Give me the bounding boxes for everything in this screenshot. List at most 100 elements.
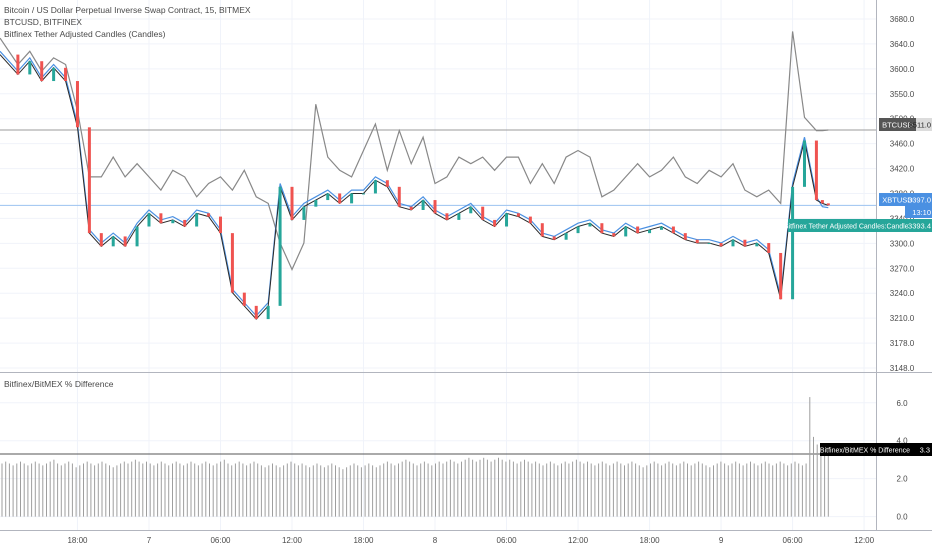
candle-body: [820, 200, 824, 204]
price-tick-label: 3340.0: [890, 214, 915, 223]
candle-body: [779, 252, 783, 300]
time-tick-label: 9: [719, 536, 724, 545]
candle-body: [302, 206, 306, 220]
candle-body: [123, 236, 127, 247]
difference-tag-label: Bitfinex/BitMEX % Difference: [820, 448, 910, 455]
candle-body: [171, 219, 175, 224]
time-tick-label: 18:00: [353, 536, 374, 545]
candle-body: [290, 186, 294, 220]
candle-body: [755, 243, 759, 247]
main-title: Bitcoin / US Dollar Perpetual Inverse Sw…: [4, 5, 251, 15]
candle-body: [87, 127, 91, 234]
lower-price-axis[interactable]: 6.0 4.0 2.0 0.0: [896, 399, 908, 522]
xbtusd-tag-label: XBTUSD: [882, 196, 913, 205]
candle-body: [314, 200, 318, 207]
candle-body: [409, 206, 413, 210]
price-tick-label: 3420.0: [890, 165, 915, 174]
candle-body: [767, 243, 771, 253]
candle-body: [552, 236, 556, 240]
adjusted-candles-price-tag: Bitfinex Tether Adjusted Candles:Candles…: [784, 219, 932, 232]
grid-layer: [0, 0, 876, 530]
bar-timer-box: [905, 206, 932, 218]
btcusd-price-tag: BTCUSD 3511.0: [879, 118, 932, 131]
candle-body: [814, 140, 818, 201]
time-tick-label: 18:00: [67, 536, 88, 545]
time-tick-label: 12:00: [282, 536, 303, 545]
overlay-symbol-title: BTCUSD, BITFINEX: [4, 17, 82, 27]
candle-body: [207, 213, 211, 217]
candle-body: [528, 216, 532, 224]
candle-body: [373, 180, 377, 194]
difference-price-tag: Bitfinex/BitMEX % Difference 3.3: [820, 443, 932, 456]
candle-body: [588, 223, 592, 227]
candle-body: [75, 81, 79, 128]
candle-body: [636, 226, 640, 234]
candle-body: [481, 206, 485, 220]
price-tick-label: 3460.0: [890, 140, 915, 149]
lower-tick-label: 2.0: [896, 475, 908, 484]
price-tick-label: 3300.0: [890, 239, 915, 248]
candle-body: [433, 200, 437, 214]
candle-body: [326, 193, 330, 201]
candle-body: [445, 213, 449, 220]
xbtusd-tag-label-box: [879, 193, 916, 206]
price-tick-label: 3178.0: [890, 339, 915, 348]
candle-body: [230, 233, 234, 293]
lower-tick-label: 0.0: [896, 513, 908, 522]
candle-body: [612, 233, 616, 237]
candle-body: [719, 243, 723, 247]
difference-tag-value: 3.3: [920, 446, 930, 455]
lower-pane-title: Bitfinex/BitMEX % Difference: [4, 379, 114, 389]
candle-body: [600, 223, 604, 234]
candle-body: [385, 180, 389, 187]
time-tick-label: 8: [433, 536, 438, 545]
time-axis[interactable]: 18:00 7 06:00 12:00 18:00 8 06:00 12:00 18:00 9 06…: [67, 536, 874, 545]
candle-body: [195, 213, 199, 227]
candle-body: [564, 233, 568, 240]
candle-body: [695, 239, 699, 244]
xbtusd-tag-value-box: [916, 193, 932, 206]
candle-body: [624, 226, 628, 237]
candle-body: [350, 193, 354, 204]
candle-body: [802, 140, 806, 187]
adjusted-tag-label: Bitfinex Tether Adjusted Candles:Candles: [784, 224, 913, 231]
candle-body: [826, 203, 830, 206]
candle-body: [683, 233, 687, 240]
candle-body: [362, 193, 366, 195]
difference-tag-label-box: [820, 443, 910, 456]
candle-body: [421, 200, 425, 210]
candle-body: [254, 305, 258, 320]
candle-body: [338, 193, 342, 204]
time-tick-label: 12:00: [854, 536, 875, 545]
candle-body: [469, 206, 473, 214]
lower-tick-label: 6.0: [896, 399, 908, 408]
time-tick-label: 06:00: [783, 536, 804, 545]
candle-body: [16, 54, 20, 75]
candle-body: [397, 186, 401, 207]
indicator-title: Bitfinex Tether Adjusted Candles (Candle…: [4, 29, 166, 39]
candle-body: [671, 226, 675, 234]
candle-body: [40, 61, 44, 82]
time-tick-label: 18:00: [640, 536, 661, 545]
candle-body: [183, 219, 187, 227]
price-tick-label: 3240.0: [890, 289, 915, 298]
candle-body: [516, 213, 520, 217]
candle-body: [493, 219, 497, 227]
candle-body: [731, 239, 735, 247]
difference-tag-value-box: [910, 443, 932, 456]
candle-body: [576, 226, 580, 234]
candle-body: [111, 236, 115, 247]
price-tick-label: 3270.0: [890, 264, 915, 273]
candle-body: [659, 226, 663, 230]
price-tick-label: 3640.0: [890, 40, 915, 49]
histogram-layer: [1, 397, 829, 517]
btcusd-tag-value: 3511.0: [909, 121, 931, 130]
horizontal-lines-layer: [0, 129, 876, 455]
time-tick-label: 7: [147, 536, 152, 545]
candle-body: [218, 216, 222, 234]
series-layer: [0, 31, 830, 320]
time-tick-label: 06:00: [497, 536, 518, 545]
